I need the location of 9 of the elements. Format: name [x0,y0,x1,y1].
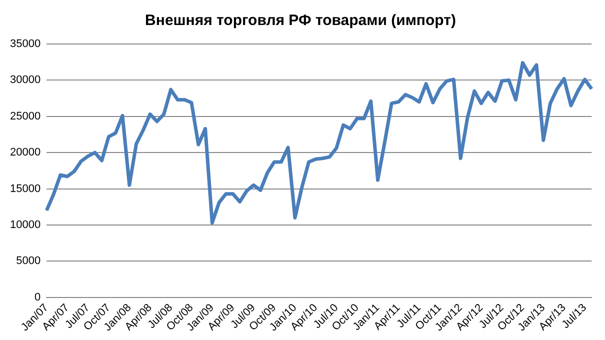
y-tick-label: 15000 [10,182,41,195]
y-tick-label: 35000 [10,38,41,50]
y-tick-label: 10000 [10,218,41,231]
y-tick-label: 0 [34,291,41,304]
y-tick-label: 25000 [10,110,41,122]
y-tick-label: 20000 [10,146,41,159]
chart-title: Внешняя торговля РФ товарами (импорт) [145,12,456,30]
y-tick-label: 5000 [16,255,41,268]
y-tick-label: 30000 [10,74,41,86]
